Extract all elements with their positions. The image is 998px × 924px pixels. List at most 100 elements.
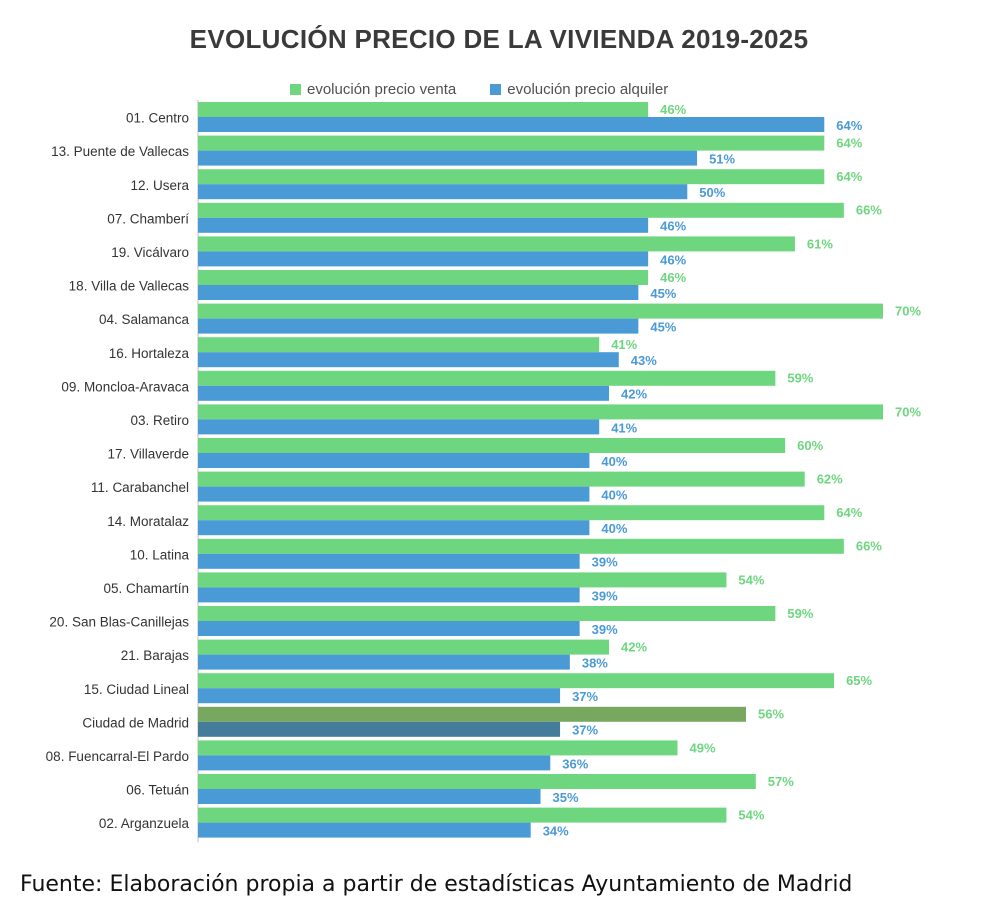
category-label: 04. Salamanca: [99, 312, 190, 327]
data-label-alquiler: 38%: [582, 656, 608, 671]
bar-alquiler: [198, 486, 590, 502]
data-label-alquiler: 42%: [621, 387, 647, 402]
data-label-alquiler: 35%: [553, 790, 579, 805]
legend-swatch-venta: [290, 83, 301, 95]
bar-venta: [198, 303, 883, 319]
data-label-alquiler: 43%: [631, 353, 657, 368]
bar-venta: [198, 102, 649, 117]
data-label-alquiler: 46%: [660, 219, 686, 234]
data-label-venta: 70%: [895, 404, 921, 419]
bar-venta: [198, 404, 883, 420]
bar-alquiler: [198, 553, 580, 569]
bar-venta: [198, 270, 649, 285]
category-label: 13. Puente de Vallecas: [51, 144, 189, 159]
bar-venta: [198, 505, 825, 521]
bar-alquiler: [198, 721, 561, 737]
bar-venta: [198, 538, 844, 554]
data-label-venta: 64%: [836, 169, 862, 184]
data-label-venta: 46%: [660, 102, 686, 117]
data-label-alquiler: 51%: [709, 152, 735, 167]
bar-venta: [198, 370, 776, 386]
bar-alquiler: [198, 621, 580, 636]
bar-venta: [198, 774, 756, 789]
data-label-venta: 64%: [836, 136, 862, 151]
bar-venta: [198, 673, 835, 689]
data-label-alquiler: 40%: [601, 521, 627, 536]
bar-alquiler: [198, 318, 639, 334]
bar-alquiler: [198, 217, 649, 233]
data-label-alquiler: 40%: [601, 488, 627, 503]
category-label: 11. Carabanchel: [91, 480, 189, 495]
data-label-alquiler: 37%: [572, 723, 598, 738]
data-label-venta: 70%: [895, 304, 921, 319]
data-label-venta: 60%: [797, 438, 823, 453]
bar-alquiler: [198, 251, 649, 267]
data-label-alquiler: 39%: [592, 622, 618, 637]
legend-label-venta: evolución precio venta: [307, 80, 457, 98]
bar-alquiler: [198, 285, 639, 300]
data-label-venta: 41%: [611, 337, 637, 352]
data-label-venta: 57%: [768, 774, 794, 789]
legend-item-alquiler: evolución precio alquiler: [490, 81, 668, 98]
data-label-venta: 61%: [807, 236, 833, 251]
category-label: 01. Centro: [126, 111, 189, 126]
category-label: Ciudad de Madrid: [82, 715, 189, 730]
category-label: 07. Chamberí: [107, 211, 189, 226]
data-label-venta: 66%: [856, 203, 882, 218]
data-label-alquiler: 37%: [572, 689, 598, 704]
bar-venta: [198, 236, 795, 252]
category-label: 15. Ciudad Lineal: [84, 682, 189, 697]
data-label-alquiler: 64%: [836, 118, 862, 133]
bar-alquiler: [198, 385, 609, 401]
data-label-venta: 59%: [787, 371, 813, 386]
source-note: Fuente: Elaboración propia a partir de e…: [20, 872, 853, 897]
bar-venta: [198, 337, 600, 353]
category-label: 02. Arganzuela: [99, 816, 190, 831]
legend: evolución precio venta evolución precio …: [290, 79, 702, 99]
bar-chart-plot: 01. Centro 46% 64% 13. Puente de Vallecas 64…: [46, 100, 921, 843]
category-label: 03. Retiro: [130, 413, 189, 428]
data-label-venta: 64%: [836, 505, 862, 520]
bar-venta: [198, 639, 609, 655]
category-label: 19. Vicálvaro: [111, 245, 189, 260]
bar-alquiler: [198, 688, 561, 704]
legend-swatch-alquiler: [490, 83, 502, 95]
category-label: 21. Barajas: [121, 648, 190, 663]
bar-venta: [198, 135, 825, 151]
data-label-alquiler: 41%: [611, 420, 637, 435]
bar-venta: [198, 169, 825, 185]
category-label: 10. Latina: [130, 547, 190, 562]
bar-alquiler: [198, 419, 600, 435]
data-label-venta: 66%: [856, 539, 882, 554]
legend-label-alquiler: evolución precio alquiler: [507, 80, 669, 98]
category-label: 18. Villa de Vallecas: [69, 279, 190, 294]
bar-venta: [198, 438, 786, 453]
bar-alquiler: [198, 117, 825, 132]
data-label-alquiler: 39%: [592, 555, 618, 570]
bar-alquiler: [198, 755, 551, 771]
data-label-venta: 56%: [758, 707, 784, 722]
category-label: 17. Villaverde: [107, 447, 189, 462]
data-label-alquiler: 34%: [543, 824, 569, 839]
category-label: 06. Tetuán: [126, 783, 189, 798]
category-label: 08. Fuencarral-El Pardo: [46, 749, 189, 764]
category-label: 20. San Blas-Canillejas: [49, 615, 189, 630]
data-label-venta: 62%: [817, 472, 843, 487]
data-label-venta: 49%: [690, 740, 716, 755]
bar-alquiler: [198, 654, 570, 670]
bar-venta: [198, 572, 727, 588]
legend-item-venta: evolución precio venta: [290, 81, 456, 98]
data-label-alquiler: 45%: [650, 320, 676, 335]
bar-venta: [198, 471, 805, 487]
bar-alquiler: [198, 587, 580, 603]
category-label: 12. Usera: [130, 178, 189, 193]
bar-alquiler: [198, 453, 590, 468]
data-label-venta: 54%: [738, 808, 764, 823]
data-label-alquiler: 39%: [592, 588, 618, 603]
bar-venta: [198, 740, 678, 756]
bar-venta: [198, 606, 776, 621]
bar-alquiler: [198, 150, 698, 166]
data-label-alquiler: 50%: [699, 185, 725, 200]
category-label: 16. Hortaleza: [109, 346, 190, 361]
bar-alquiler: [198, 822, 531, 838]
